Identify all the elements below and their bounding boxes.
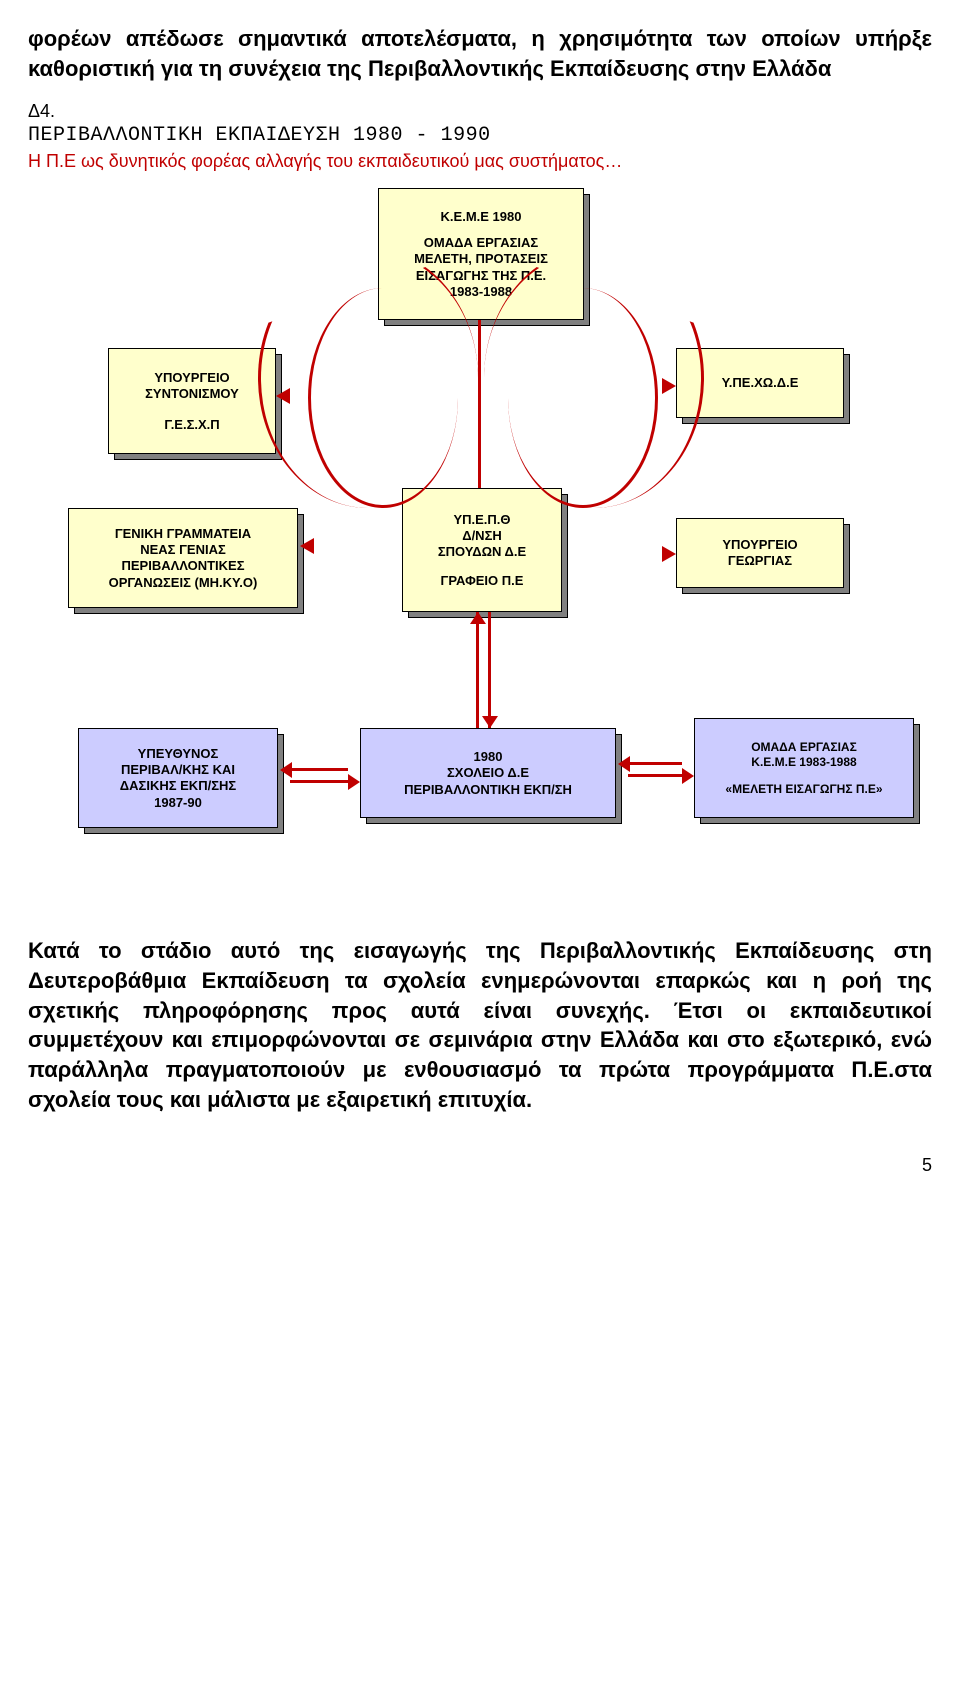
label: ΟΜΑΔΑ ΕΡΓΑΣΙΑΣ <box>751 740 857 755</box>
curve <box>508 288 658 508</box>
label: Κ.Ε.Μ.Ε 1980 <box>441 209 522 225</box>
arrowhead <box>662 546 676 562</box>
label: ΠΕΡΙΒΑΛ/ΚΗΣ ΚΑΙ <box>121 762 235 778</box>
label: ΓΕΝΙΚΗ ΓΡΑΜΜΑΤΕΙΑ <box>115 526 251 542</box>
school-box: 1980 ΣΧΟΛΕΙΟ Δ.Ε ΠΕΡΙΒΑΛΛΟΝΤΙΚΗ ΕΚΠ/ΣΗ <box>360 728 616 818</box>
label: ΠΕΡΙΒΑΛΛΟΝΤΙΚΗ ΕΚΠ/ΣΗ <box>404 782 572 798</box>
intro-paragraph: φορέων απέδωσε σημαντικά αποτελέσματα, η… <box>28 24 932 83</box>
label: ΟΜΑΔΑ ΕΡΓΑΣΙΑΣ <box>424 235 538 251</box>
arrowhead <box>682 768 694 784</box>
label: Γ.Ε.Σ.Χ.Π <box>164 417 219 433</box>
gen-gram-box: ΓΕΝΙΚΗ ΓΡΑΜΜΑΤΕΙΑ ΝΕΑΣ ΓΕΝΙΑΣ ΠΕΡΙΒΑΛΛΟΝ… <box>68 508 298 608</box>
section-title: ΠΕΡΙΒΑΛΛΟΝΤΙΚΗ ΕΚΠΑΙΔΕΥΣΗ 1980 - 1990 <box>28 124 932 147</box>
label: ΥΠΟΥΡΓΕΙΟ <box>722 537 797 553</box>
connector <box>628 774 682 777</box>
label: ΔΑΣΙΚΗΣ ΕΚΠ/ΣΗΣ <box>120 778 236 794</box>
label: ΥΠΕΥΘΥΝΟΣ <box>138 746 219 762</box>
label: 1987-90 <box>154 795 202 811</box>
connector <box>476 612 479 728</box>
omada-box: ΟΜΑΔΑ ΕΡΓΑΣΙΑΣ Κ.Ε.Μ.Ε 1983-1988 «ΜΕΛΕΤΗ… <box>694 718 914 818</box>
arrowhead <box>662 378 676 394</box>
label: 1983-1988 <box>450 284 512 300</box>
connector <box>478 320 481 488</box>
label: ΠΕΡΙΒΑΛΛΟΝΤΙΚΕΣ <box>121 558 244 574</box>
ypepth-box: ΥΠ.Ε.Π.Θ Δ/ΝΣΗ ΣΠΟΥΔΩΝ Δ.Ε ΓΡΑΦΕΙΟ Π.Ε <box>402 488 562 612</box>
arrowhead <box>348 774 360 790</box>
label: «ΜΕΛΕΤΗ ΕΙΣΑΓΩΓΗΣ Π.Ε» <box>725 782 882 797</box>
label: ΟΡΓΑΝΩΣΕΙΣ (ΜΗ.ΚΥ.Ο) <box>109 575 258 591</box>
ypeythynos-box: ΥΠΕΥΘΥΝΟΣ ΠΕΡΙΒΑΛ/ΚΗΣ ΚΑΙ ΔΑΣΙΚΗΣ ΕΚΠ/ΣΗ… <box>78 728 278 828</box>
arrowhead <box>482 716 498 728</box>
bottom-paragraph: Κατά το στάδιο αυτό της εισαγωγής της Πε… <box>28 936 932 1114</box>
label: Υ.ΠΕ.ΧΩ.Δ.Ε <box>722 375 799 391</box>
label: ΥΠΟΥΡΓΕΙΟ <box>154 370 229 386</box>
connector <box>290 768 348 771</box>
curve <box>308 288 458 508</box>
arrowhead <box>618 756 630 772</box>
arrowhead <box>276 388 290 404</box>
label: Δ/ΝΣΗ <box>462 528 502 544</box>
label: Κ.Ε.Μ.Ε 1983-1988 <box>751 755 856 770</box>
left-ministry-box: ΥΠΟΥΡΓΕΙΟ ΣΥΝΤΟΝΙΣΜΟΥ Γ.Ε.Σ.Χ.Π <box>108 348 276 454</box>
section-number: Δ4. <box>28 101 932 122</box>
connector <box>488 612 491 728</box>
page-number: 5 <box>28 1155 932 1176</box>
connector <box>628 762 682 765</box>
label: ΣΠΟΥΔΩΝ Δ.Ε <box>438 544 526 560</box>
label: ΥΠ.Ε.Π.Θ <box>453 512 510 528</box>
label: ΣΧΟΛΕΙΟ Δ.Ε <box>447 765 529 781</box>
label: ΝΕΑΣ ΓΕΝΙΑΣ <box>140 542 226 558</box>
connector <box>290 780 348 783</box>
label: ΜΕΛΕΤΗ, ΠΡΟΤΑΣΕΙΣ <box>414 251 548 267</box>
arrowhead <box>300 538 314 554</box>
section-subtitle: Η Π.Ε ως δυνητικός φορέας αλλαγής του εκ… <box>28 151 932 172</box>
georgias-box: ΥΠΟΥΡΓΕΙΟ ΓΕΩΡΓΙΑΣ <box>676 518 844 588</box>
label: ΓΕΩΡΓΙΑΣ <box>728 553 792 569</box>
arrowhead <box>280 762 292 778</box>
label: ΓΡΑΦΕΙΟ Π.Ε <box>441 573 524 589</box>
arrowhead <box>470 612 486 624</box>
diagram: Κ.Ε.Μ.Ε 1980 ΟΜΑΔΑ ΕΡΓΑΣΙΑΣ ΜΕΛΕΤΗ, ΠΡΟΤ… <box>28 188 932 908</box>
label: ΣΥΝΤΟΝΙΣΜΟΥ <box>145 386 239 402</box>
label: 1980 <box>474 749 503 765</box>
